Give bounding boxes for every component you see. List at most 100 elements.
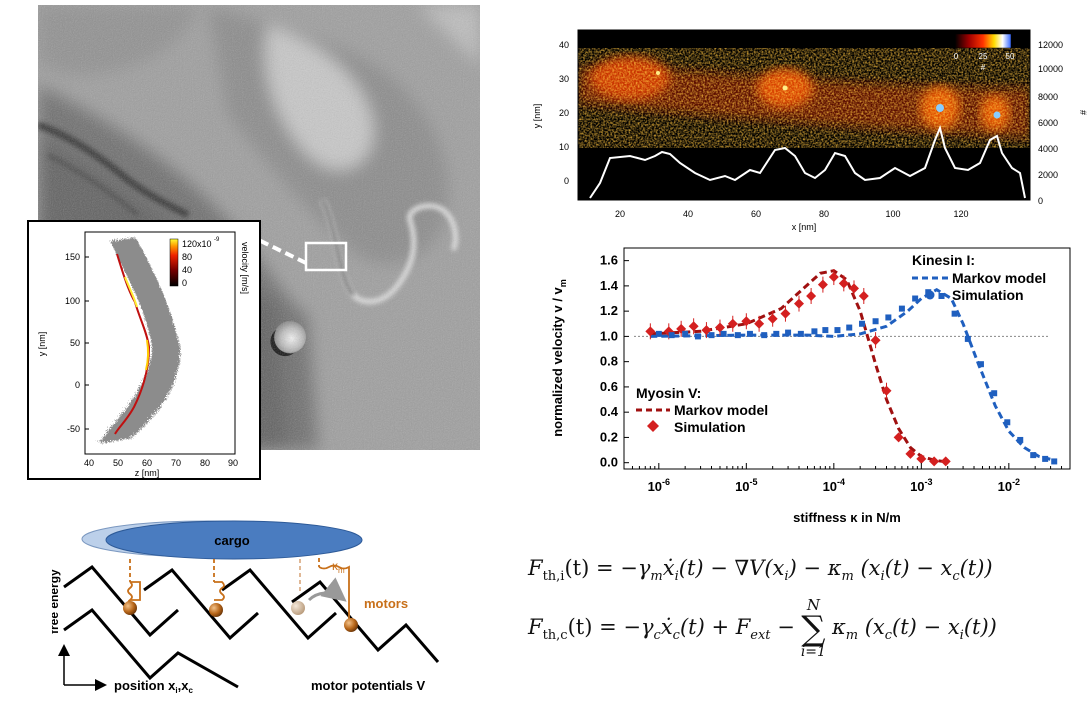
inset-trajectory xyxy=(114,253,151,435)
heatmap-x-tick: 80 xyxy=(819,209,829,219)
y-tick-label: 0.2 xyxy=(600,429,618,444)
heatmap-profile-line xyxy=(589,124,1026,199)
y-tick-label: 1.2 xyxy=(600,303,618,318)
heatmap-right-tick: 4000 xyxy=(1038,144,1058,154)
myosin-sim-point xyxy=(645,326,656,337)
kinesin-sim-point xyxy=(1051,458,1058,465)
kinesin-sim-point xyxy=(938,292,945,299)
myosin-sim-point xyxy=(688,321,699,332)
motors-label: motors xyxy=(364,596,408,611)
heatmap-panel: 0 25 50 # 40 30 20 10 0 y [nm] 12000 100… xyxy=(520,28,1088,238)
chart-y-label: normalized velocity v / vm xyxy=(550,279,568,437)
kinesin-sim-point xyxy=(773,330,780,337)
kinesin-sim-point xyxy=(834,327,841,334)
series-line-myosin-v-markov-model xyxy=(650,269,948,464)
inset-colorbar xyxy=(169,238,179,287)
myosin-sim-point xyxy=(663,326,674,337)
heatmap-y-tick: 40 xyxy=(559,40,569,50)
heatmap-right-label: # xyxy=(1078,110,1088,115)
heatmap-right-tick: 10000 xyxy=(1038,64,1063,74)
potential-1 xyxy=(63,564,179,638)
kinesin-sim-point xyxy=(797,330,804,337)
heatmap-right-tick: 2000 xyxy=(1038,170,1058,180)
heatmap-right-tick: 8000 xyxy=(1038,92,1058,102)
zoom-box xyxy=(304,241,348,272)
heatmap-y-tick: 20 xyxy=(559,108,569,118)
myosin-sim-point xyxy=(940,456,951,467)
y-tick-label: 1.0 xyxy=(600,328,618,343)
myosin-sim-point xyxy=(817,279,828,290)
x-tick-label: 10-5 xyxy=(735,477,757,494)
inset-y-tick: -50 xyxy=(67,424,80,434)
kinesin-sim-point xyxy=(746,330,753,337)
legend-kinesin-sim: Simulation xyxy=(952,287,1024,303)
motor-1 xyxy=(123,601,137,615)
inset-x-tick: 40 xyxy=(84,458,94,468)
heatmap-right-tick: 6000 xyxy=(1038,118,1058,128)
kinesin-sim-point xyxy=(846,324,853,331)
myosin-sim-point xyxy=(838,278,849,289)
position-axis-label: position xi,xc xyxy=(114,678,193,695)
heatmap-x-tick: 60 xyxy=(751,209,761,219)
kinesin-sim-point xyxy=(668,332,675,339)
potential-4 xyxy=(291,579,440,663)
y-tick-label: 0.8 xyxy=(600,354,618,369)
potential-5 xyxy=(63,607,239,689)
inset-x-tick: 70 xyxy=(171,458,181,468)
inset-cbar-tick: 120x10 xyxy=(182,239,212,249)
potentials-label: motor potentials V xyxy=(311,678,425,693)
heatmap-x-tick: 100 xyxy=(885,209,900,219)
inset-cbar-tick: 40 xyxy=(182,265,192,275)
myosin-sim-point xyxy=(794,298,805,309)
inset-y-tick: 100 xyxy=(65,296,80,306)
kinesin-sim-point xyxy=(859,320,866,327)
myosin-sim-point xyxy=(828,272,839,283)
myosin-sim-point xyxy=(714,322,725,333)
heatmap-right-tick: 0 xyxy=(1038,196,1043,206)
kinesin-sim-point xyxy=(761,332,768,339)
motor-3 xyxy=(291,601,305,615)
kinesin-sim-point xyxy=(898,305,905,312)
heatmap-colorbar xyxy=(954,33,1012,49)
x-tick-label: 10-2 xyxy=(998,477,1020,494)
inset-y-label: y [nm] xyxy=(37,332,47,357)
inset-tube-band xyxy=(97,236,179,442)
velocity-chart-panel: 0.0 0.2 0.4 0.6 0.8 1.0 1.2 1.4 1.6 10-6 10-5 10-4… xyxy=(540,240,1088,530)
kinesin-sim-point xyxy=(811,328,818,335)
heatmap-cbar-tick: 0 xyxy=(954,52,959,61)
equation-thermal-cargo: Fth,c(t) = −γcẋc(t) + Fext − N ∑ i=1 κm (xc(… xyxy=(528,596,997,660)
myosin-sim-point xyxy=(780,308,791,319)
equation-thermal-motor: Fth,i(t) = −γmẋi(t) − ∇V(xi) − κm (xi(t)… xyxy=(528,556,993,585)
myosin-sim-point xyxy=(858,290,869,301)
myosin-sim-point xyxy=(905,448,916,459)
inset-x-label: z [nm] xyxy=(135,468,160,478)
heatmap-cbar-tick: 50 xyxy=(1006,52,1015,61)
schematic-panel: cargo κm motors free energy position xi,… xyxy=(47,512,452,697)
heatmap-y-label: y [nm] xyxy=(532,104,542,129)
legend-myosin-sim-marker xyxy=(647,420,659,432)
kinesin-sim-point xyxy=(708,332,715,339)
heatmap-x-tick: 120 xyxy=(953,209,968,219)
inset-x-tick: 80 xyxy=(200,458,210,468)
kinesin-sim-point xyxy=(977,361,984,368)
y-tick-label: 1.4 xyxy=(600,278,619,293)
myosin-sim-point xyxy=(893,432,904,443)
kinesin-sim-point xyxy=(694,333,701,340)
y-tick-label: 0.6 xyxy=(600,379,618,394)
kappa-label: κm xyxy=(332,559,345,575)
inset-x-tick: 90 xyxy=(228,458,238,468)
myosin-sim-point xyxy=(929,456,940,467)
motor-schematic: cargo κm motors free energy position xi,… xyxy=(47,520,440,695)
legend-myosin-sim: Simulation xyxy=(674,419,746,435)
myosin-sim-point xyxy=(806,290,817,301)
legend-myosin-model: Markov model xyxy=(674,402,768,418)
chart-x-label: stiffness κ in N/m xyxy=(793,510,901,525)
heatmap-cbar-tick: 25 xyxy=(979,52,988,61)
x-tick-label: 10-3 xyxy=(910,477,932,494)
series-line-kinesin-i-markov-model xyxy=(650,287,1055,462)
motor-4 xyxy=(344,618,358,632)
heatmap-y-tick: 10 xyxy=(559,142,569,152)
kinesin-sim-point xyxy=(1004,419,1011,426)
heatmap-x-tick: 40 xyxy=(683,209,693,219)
heatmap-cbar-label: # xyxy=(981,63,986,72)
